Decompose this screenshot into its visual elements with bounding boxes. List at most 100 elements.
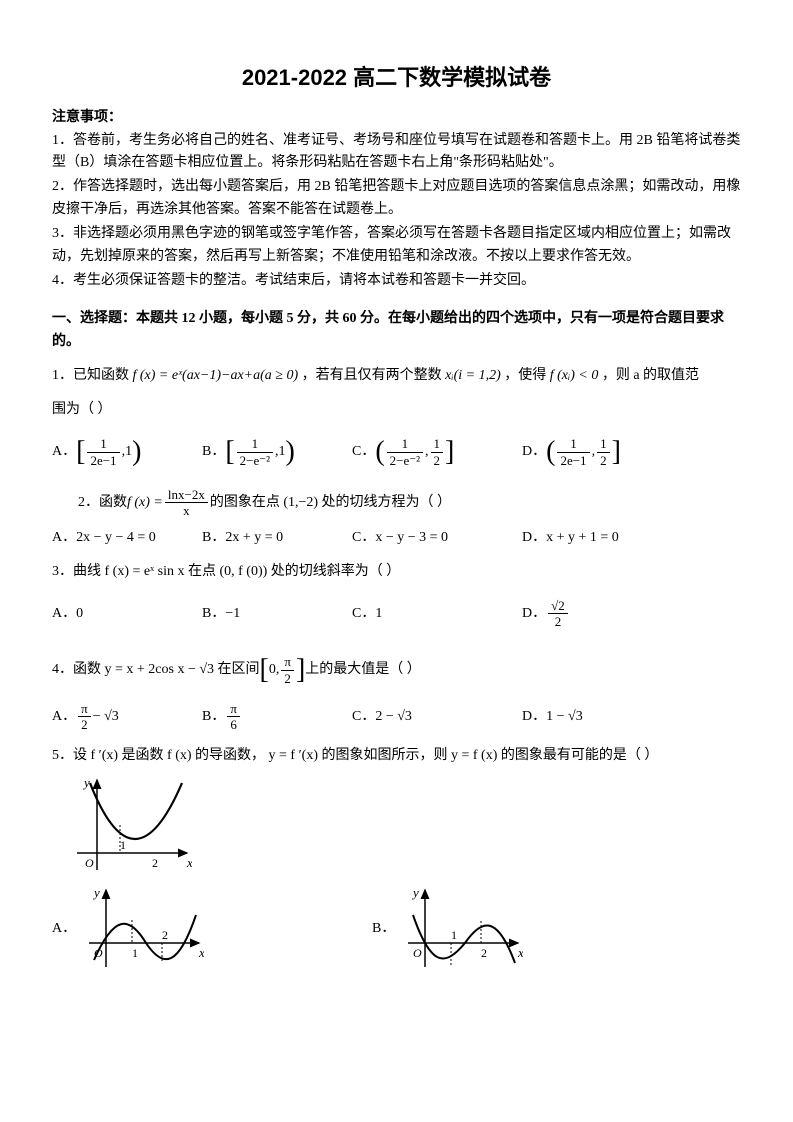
opt-label-c: C． (352, 441, 375, 463)
frac: 12 (597, 436, 610, 468)
bracket-left: [ (76, 430, 85, 475)
notice-header: 注意事项： (52, 110, 122, 125)
q2-options: A．2x − y − 4 = 0 B．2x + y = 0 C．x − y − … (52, 527, 741, 549)
notice-block: 注意事项： 1．答卷前，考生务必将自己的姓名、准考证号、考场号和座位号填写在试题… (52, 107, 741, 292)
exam-title: 2021-2022 高二下数学模拟试卷 (52, 60, 741, 95)
q4-opt-b: B． π6 (202, 701, 352, 733)
q2-opt-c: C．x − y − 3 = 0 (352, 527, 522, 549)
svg-text:O: O (94, 946, 103, 960)
comma: ,1 (275, 441, 286, 463)
opt-label-a: A． (52, 918, 76, 970)
q3-opt-c: C．1 (352, 603, 522, 625)
opt-label-b: B． (202, 441, 225, 463)
q4-prefix: 4．函数 y = x + 2cos x − √3 在区间 (52, 659, 260, 681)
svg-text:x: x (517, 945, 523, 960)
notice-item-2: 2．作答选择题时，选出每小题答案后，用 2B 铅笔把答题卡上对应题目选项的答案信… (52, 176, 741, 221)
q4-options: A． π2 − √3 B． π6 C．2 − √3 D．1 − √3 (52, 701, 741, 733)
q5-main-graph: x y O 1 2 (52, 775, 741, 875)
q4-a0: 0, (269, 659, 280, 681)
q1-options: A． [ 12e−1 ,1 ) B． [ 12−e⁻² ,1 ) C． ( 12… (52, 430, 741, 475)
question-1: 1．已知函数 f (x) = eˣ(ax−1)−ax+a(a ≥ 0) ，若有且… (52, 365, 741, 387)
q2-func-l: f (x) = (127, 492, 163, 514)
comma: , (592, 441, 596, 463)
q1-fxi: f (xᵢ) < 0 (550, 368, 599, 383)
q5-opt-a: A． x y O 1 2 (52, 885, 372, 970)
svg-text:y: y (92, 885, 100, 900)
frac: 12e−1 (557, 436, 589, 468)
q1-opt-d: D． ( 12e−1 , 12 ] (522, 430, 672, 475)
q1-xi: xᵢ(i = 1,2) (445, 368, 501, 383)
notice-item-3: 3．非选择题必须用黑色字迹的钢笔或签字笔作答，答案必须写在答题卡各题目指定区域内… (52, 223, 741, 268)
frac: π6 (227, 701, 240, 733)
q1-suffix: ，则 a 的取值范 (602, 368, 699, 383)
question-3: 3．曲线 f (x) = eˣ sin x 在点 (0, f (0)) 处的切线… (52, 561, 741, 583)
q3-opt-a: A．0 (52, 603, 202, 625)
q5-option-graphs: A． x y O 1 2 B． x y O 1 2 (52, 885, 741, 970)
notice-item-1: 1．答卷前，考生务必将自己的姓名、准考证号、考场号和座位号填写在试题卷和答题卡上… (52, 130, 741, 175)
q4-opt-d: D．1 − √3 (522, 706, 672, 728)
frac: 12−e⁻² (237, 436, 273, 468)
q5-opt-b: B． x y O 1 2 (372, 885, 672, 970)
bracket-right: ) (132, 430, 141, 475)
opt-label-a: A． (52, 441, 76, 463)
frac: √22 (548, 598, 568, 630)
frac: 12e−1 (87, 436, 119, 468)
notice-item-4: 4．考生必须保证答题卡的整洁。考试结束后，请将本试卷和答题卡一并交回。 (52, 270, 741, 292)
parabola-graph: x y O 1 2 (72, 775, 192, 875)
svg-text:x: x (186, 855, 192, 870)
q1-opt-a: A． [ 12e−1 ,1 ) (52, 430, 202, 475)
svg-text:2: 2 (481, 946, 487, 960)
frac: lnx−2xx (165, 487, 208, 519)
comma: ,1 (122, 441, 133, 463)
question-5: 5．设 f ′(x) 是函数 f (x) 的导函数， y = f ′(x) 的图… (52, 745, 741, 767)
svg-text:1: 1 (451, 928, 457, 942)
q1-mid: ，若有且仅有两个整数 (302, 368, 442, 383)
frac: 12 (431, 436, 444, 468)
curve-graph-a: x y O 1 2 (84, 885, 204, 970)
bracket-left: [ (260, 648, 269, 693)
q4-opt-a: A． π2 − √3 (52, 701, 202, 733)
bracket-right: ] (296, 648, 305, 693)
q2-opt-d: D．x + y + 1 = 0 (522, 527, 672, 549)
svg-text:O: O (85, 856, 94, 870)
q1-prefix: 1．已知函数 (52, 368, 129, 383)
svg-text:O: O (413, 946, 422, 960)
svg-text:2: 2 (162, 928, 168, 942)
question-4: 4．函数 y = x + 2cos x − √3 在区间 [ 0, π2 ] 上… (52, 648, 741, 693)
frac: π2 (281, 654, 294, 686)
question-1-line2: 围为（ ） (52, 399, 741, 421)
q1-opt-b: B． [ 12−e⁻² ,1 ) (202, 430, 352, 475)
q2-prefix: 2．函数 (78, 492, 127, 514)
svg-text:2: 2 (152, 856, 158, 870)
frac: 12−e⁻² (387, 436, 423, 468)
q2-opt-a: A．2x − y − 4 = 0 (52, 527, 202, 549)
section-1-header: 一、选择题：本题共 12 小题，每小题 5 分，共 60 分。在每小题给出的四个… (52, 308, 741, 353)
comma: , (425, 441, 429, 463)
q1-func: f (x) = eˣ(ax−1)−ax+a(a ≥ 0) (133, 368, 299, 383)
bracket-left: [ (225, 430, 234, 475)
q3-opt-d: D． √22 (522, 598, 672, 630)
opt-label-d: D． (522, 441, 546, 463)
svg-text:y: y (82, 775, 90, 790)
q3-opt-b: B．−1 (202, 603, 352, 625)
q4-suffix: 上的最大值是（ ） (305, 659, 421, 681)
q1-mid2: ，使得 (504, 368, 546, 383)
svg-text:y: y (411, 885, 419, 900)
q1-opt-c: C． ( 12−e⁻² , 12 ] (352, 430, 522, 475)
question-2: 2．函数 f (x) = lnx−2xx 的图象在点 (1,−2) 处的切线方程… (52, 487, 741, 519)
opt-label-b: B． (372, 918, 395, 970)
curve-graph-b: x y O 1 2 (403, 885, 523, 970)
bracket-right: ] (612, 430, 621, 475)
q2-opt-b: B．2x + y = 0 (202, 527, 352, 549)
frac: π2 (78, 701, 91, 733)
bracket-left: ( (546, 430, 555, 475)
bracket-right: ) (286, 430, 295, 475)
svg-text:x: x (198, 945, 204, 960)
q4-opt-c: C．2 − √3 (352, 706, 522, 728)
svg-text:1: 1 (120, 838, 126, 852)
q3-options: A．0 B．−1 C．1 D． √22 (52, 598, 741, 630)
bracket-right: ] (445, 430, 454, 475)
bracket-left: ( (375, 430, 384, 475)
svg-text:1: 1 (132, 946, 138, 960)
q2-mid: 的图象在点 (1,−2) 处的切线方程为（ ） (210, 492, 451, 514)
